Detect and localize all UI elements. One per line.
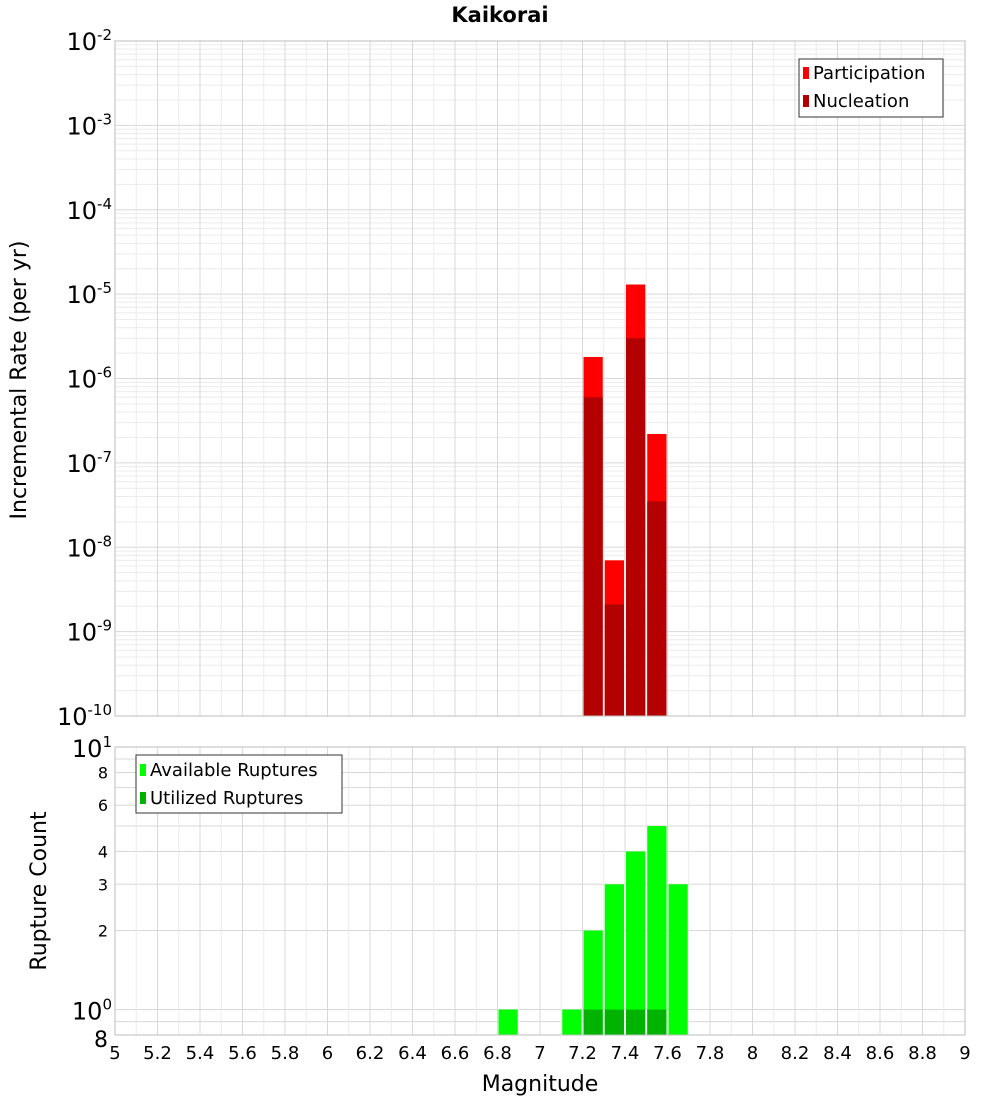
x-tick-label: 5.4 [186,1043,215,1064]
x-tick-label: 5.8 [271,1043,300,1064]
legend-label: Nucleation [813,91,909,112]
available-ruptures-bar [647,826,667,1035]
available-ruptures-bar [668,884,688,1035]
x-tick-label: 7.2 [568,1043,597,1064]
legend-swatch [140,764,146,776]
x-tick-label: 7 [534,1043,545,1064]
count-legend: Available Ruptures Utilized Ruptures [135,754,343,814]
available-ruptures-bar [626,851,646,1035]
utilized-ruptures-bar [647,1009,667,1035]
rate-legend-box [798,58,944,118]
x-tick-label: 9 [959,1043,970,1064]
magnitude-x-ticks: 5 5.2 5.4 5.6 5.8 6 6.2 6.4 6.6 6.8 7 7.2 7.4 7.6 7.8 8… [109,1043,970,1064]
count-y-tick-label: 3 [98,875,108,894]
count-y-tick-label: 6 [98,796,108,815]
available-ruptures-bar [562,1009,582,1035]
rate-gridlines [114,41,966,717]
rate-y-tick-label: 10-7 [66,448,112,478]
nucleation-bar [583,397,603,716]
x-tick-label: 6.8 [483,1043,512,1064]
legend-swatch [803,67,809,79]
count-y-tick-power-label: 101 [72,733,112,763]
legend-label: Participation [813,63,925,84]
available-ruptures-bar [583,930,603,1035]
rate-plot-border [114,40,966,717]
rate-panel: 10-2 10-3 10-4 10-5 10-6 10-7 10-8 10-9 10-10 In… [7,26,966,731]
count-y-tick-label: 2 [98,922,108,941]
x-tick-label: 6 [322,1043,333,1064]
rate-y-tick-label: 10-8 [66,532,112,562]
rate-y-tick-label: 10-4 [66,195,112,225]
count-y-tick-power-label: 100 [72,996,112,1026]
rate-y-tick-label: 10-10 [57,701,112,731]
rate-bars [583,284,667,716]
x-tick-label: 5 [109,1043,120,1064]
count-y-axis-label: Rupture Count [27,811,52,971]
utilized-ruptures-bar [626,1009,646,1035]
x-tick-label: 5.2 [143,1043,172,1064]
utilized-ruptures-bar [604,1009,624,1035]
nucleation-bar [604,604,624,716]
rate-y-tick-label: 10-5 [66,279,112,309]
nucleation-bar [647,501,667,716]
legend-label: Utilized Ruptures [150,788,303,809]
x-tick-label: 6.2 [356,1043,385,1064]
utilized-ruptures-bar [583,1009,603,1035]
chart-title: Kaikorai [451,3,548,27]
x-tick-label: 8.6 [866,1043,895,1064]
count-y-tick-label: 8 [98,763,108,782]
x-tick-label: 6.4 [398,1043,427,1064]
x-tick-label: 8 [747,1043,758,1064]
available-ruptures-bar [498,1009,518,1035]
x-tick-label: 8.8 [908,1043,937,1064]
count-plot-border [114,746,966,1036]
rate-y-tick-label: 10-9 [66,617,112,647]
x-tick-label: 6.6 [441,1043,470,1064]
rate-y-tick-label: 10-6 [66,364,112,394]
x-tick-label: 7.8 [696,1043,725,1064]
available-ruptures-bar [604,884,624,1035]
count-legend-box [135,754,343,814]
x-tick-label: 8.2 [781,1043,810,1064]
legend-swatch [803,95,809,107]
x-tick-label: 5.6 [228,1043,257,1064]
rate-y-tick-label: 10-3 [66,110,112,140]
x-tick-label: 8.4 [823,1043,852,1064]
rate-y-axis-label: Incremental Rate (per yr) [7,241,32,520]
count-y-tick-label: 4 [98,842,108,861]
x-tick-label: 7.6 [653,1043,682,1064]
rate-y-ticks: 10-2 10-3 10-4 10-5 10-6 10-7 10-8 10-9 10-10 [57,26,112,731]
count-y-tick-label: 8 [94,1028,108,1053]
rate-legend: Participation Nucleation [798,58,944,118]
count-bars [498,826,688,1035]
legend-swatch [140,792,146,804]
nucleation-bar [626,338,646,716]
x-tick-label: 7.4 [611,1043,640,1064]
legend-label: Available Ruptures [150,760,318,781]
rate-y-tick-label: 10-2 [66,26,112,56]
x-axis-label: Magnitude [482,1072,599,1097]
